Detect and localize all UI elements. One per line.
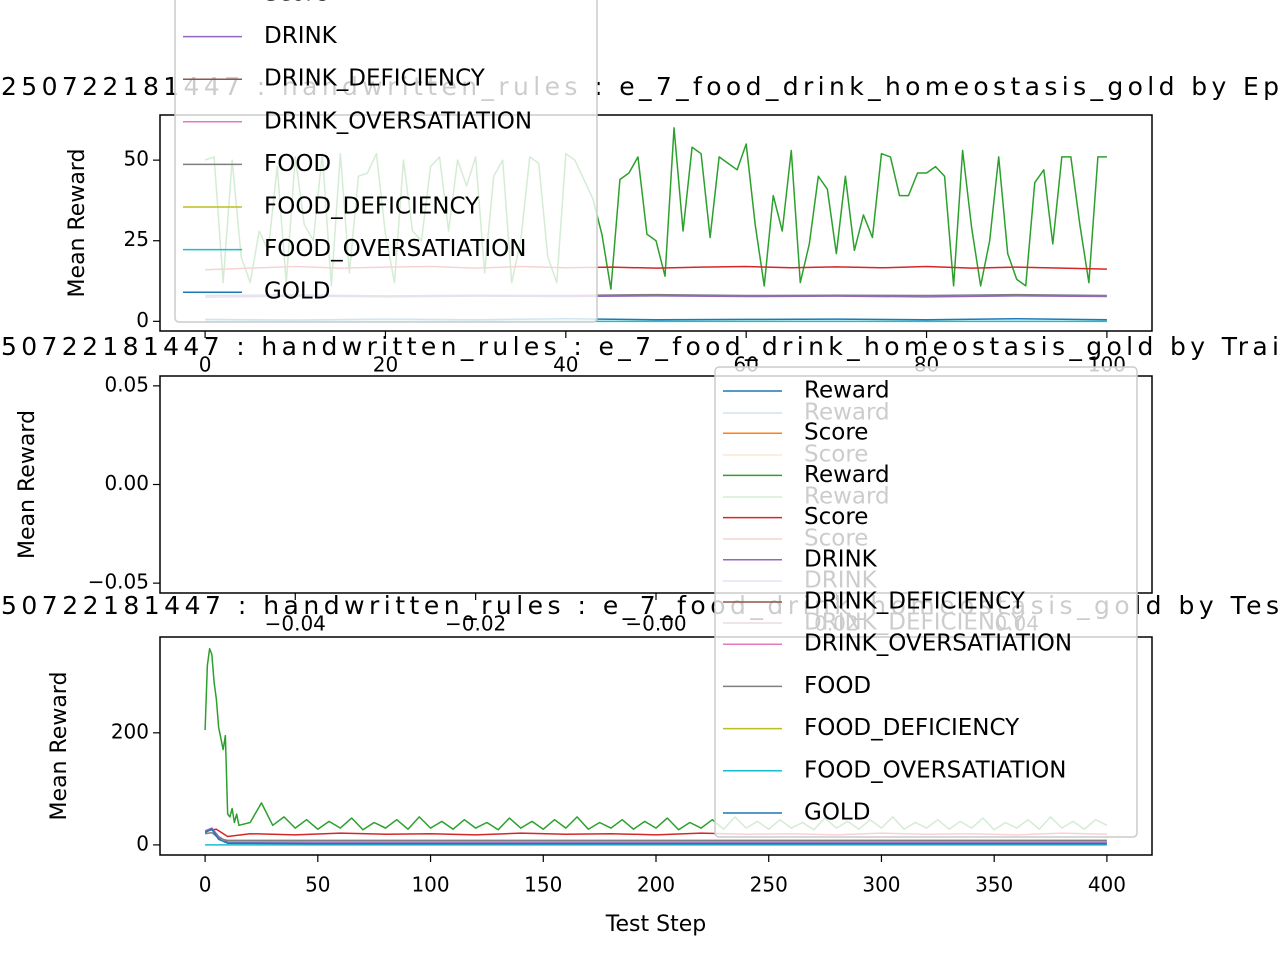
legend-label: GOLD xyxy=(264,279,330,305)
x-tick-label: 200 xyxy=(637,873,675,897)
y-tick-label: 25 xyxy=(124,227,149,251)
y-tick-label: −0.05 xyxy=(88,570,149,594)
axes-frame xyxy=(159,114,1153,332)
x-tick-label: −0.02 xyxy=(445,612,506,636)
x-tick-label: 250 xyxy=(750,873,788,897)
y-tick-label: 0.00 xyxy=(104,471,149,495)
legend-box xyxy=(174,0,598,323)
x-tick-label: 40 xyxy=(553,353,578,377)
legend-label: FOOD_DEFICIENCY xyxy=(264,194,480,220)
legend-label: FOOD_OVERSATIATION xyxy=(264,236,527,262)
legend: Reward Score Reward Score DRINK DRINK_DEFICIE… xyxy=(714,366,1138,838)
x-tick-label: 50 xyxy=(305,873,330,897)
legend-label: DRINK_OVERSATIATION xyxy=(264,108,532,134)
y-tick-label: 0.05 xyxy=(104,372,149,396)
legend: Score DRINK DRINK_DEFICIENCY DRINK_OVERSATI… xyxy=(174,0,598,323)
legend-label: Reward xyxy=(804,462,890,488)
legend-label: FOOD xyxy=(804,673,871,699)
legend-label: Score xyxy=(804,420,868,446)
x-tick-label: −0.00 xyxy=(625,612,686,636)
series-line xyxy=(204,828,1107,845)
y-axis-label: Mean Reward xyxy=(65,149,90,298)
y-tick-label: 200 xyxy=(111,719,149,743)
x-tick-label: 0 xyxy=(199,353,212,377)
x-tick-label: 400 xyxy=(1088,873,1126,897)
y-axis-label: Mean Reward xyxy=(15,410,40,559)
legend-label: FOOD_DEFICIENCY xyxy=(804,715,1020,741)
chart-title: 50722181447 : handwritten_rules : e_7_fo… xyxy=(1,332,1279,361)
legend-label: DRINK xyxy=(804,546,878,572)
x-tick-label: 300 xyxy=(862,873,900,897)
legend-label: Reward xyxy=(804,378,890,404)
y-tick-label: 0 xyxy=(136,308,149,332)
series-line xyxy=(204,827,1107,843)
axes-frame xyxy=(159,636,1153,856)
legend-label: GOLD xyxy=(804,800,870,826)
x-tick-label: 0 xyxy=(199,873,212,897)
y-tick-label: 0 xyxy=(136,831,149,855)
axes-frame xyxy=(159,375,1153,594)
legend-label: FOOD xyxy=(264,151,331,177)
legend-label: DRINK xyxy=(264,23,338,49)
legend-label: DRINK_DEFICIENCY xyxy=(264,66,486,92)
x-tick-label: −0.04 xyxy=(265,612,326,636)
y-axis-label: Mean Reward xyxy=(47,672,72,821)
legend-label: Score xyxy=(264,0,328,7)
legend-label: DRINK_DEFICIENCY xyxy=(804,589,1026,615)
x-axis-label: Test Step xyxy=(605,912,706,937)
x-tick-label: 20 xyxy=(373,353,398,377)
legend-label: FOOD_OVERSATIATION xyxy=(804,757,1067,783)
x-tick-label: 350 xyxy=(975,873,1013,897)
legend-box xyxy=(714,366,1138,838)
legend-label: DRINK_OVERSATIATION xyxy=(804,631,1072,657)
x-tick-label: 150 xyxy=(524,873,562,897)
x-tick-label: 100 xyxy=(411,873,449,897)
y-tick-label: 50 xyxy=(124,147,149,171)
legend-label: Score xyxy=(804,504,868,530)
